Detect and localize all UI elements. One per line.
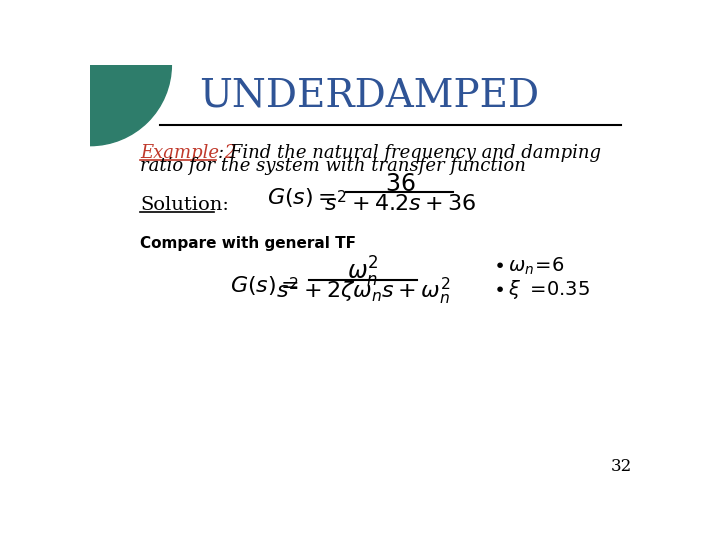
Text: $s^2+2\zeta\omega_n s+\omega_n^2$: $s^2+2\zeta\omega_n s+\omega_n^2$ <box>276 275 450 307</box>
Text: $G(s)=$: $G(s)=$ <box>266 186 336 209</box>
Text: $\bullet\,\omega_n\!=\!6$: $\bullet\,\omega_n\!=\!6$ <box>493 256 564 277</box>
Text: $36$: $36$ <box>384 173 415 195</box>
Text: ratio for the system with transfer function: ratio for the system with transfer funct… <box>140 158 526 176</box>
Text: Compare with general TF: Compare with general TF <box>140 236 356 251</box>
Text: UNDERDAMPED: UNDERDAMPED <box>199 77 539 114</box>
Text: 32: 32 <box>611 458 631 475</box>
Text: $s^{2}+4.2s+36$: $s^{2}+4.2s+36$ <box>324 191 476 216</box>
Text: $\bullet\,\xi\ =\!0.35$: $\bullet\,\xi\ =\!0.35$ <box>493 278 590 301</box>
Text: : Find the natural frequency and damping: : Find the natural frequency and damping <box>218 144 601 163</box>
Text: $G(s) =$: $G(s) =$ <box>230 274 298 298</box>
Text: Solution:: Solution: <box>140 196 229 214</box>
Text: $\omega_n^2$: $\omega_n^2$ <box>347 255 379 289</box>
Text: Example 2: Example 2 <box>140 144 237 163</box>
Circle shape <box>9 0 171 146</box>
